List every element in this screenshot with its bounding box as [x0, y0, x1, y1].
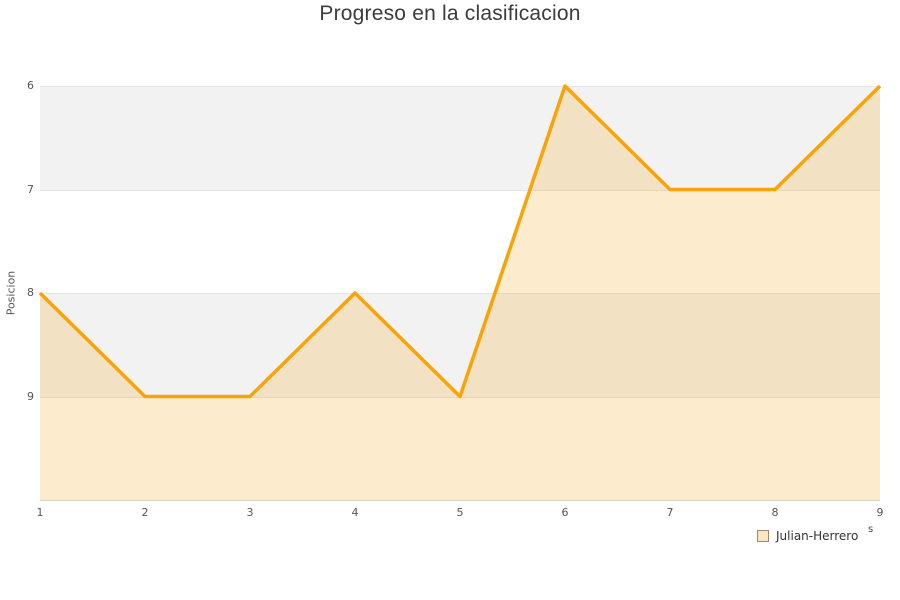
series-area-fill: [40, 86, 880, 500]
y-tick-label: 9: [27, 389, 34, 403]
x-tick-label: 9: [876, 506, 884, 519]
series-julian-herrero: [38, 84, 882, 500]
y-tick-label: 8: [27, 286, 34, 299]
y-tick-label: 6: [27, 79, 34, 92]
x-axis-line: [40, 500, 880, 501]
y-tick-label: 7: [27, 182, 34, 196]
x-tick-label: 4: [351, 506, 359, 519]
gridline: [40, 189, 880, 191]
legend-item-julian-herrero[interactable]: Julian-Herrero: [757, 529, 858, 543]
legend-label: Julian-Herrero: [776, 529, 859, 543]
x-tick-label: 8: [771, 506, 779, 519]
chart-title: Progreso en la clasificacion: [319, 2, 581, 25]
plot-area: [38, 84, 882, 501]
x-tick-label: 1: [36, 506, 44, 519]
x-tick-label: 3: [246, 506, 254, 519]
series-line: [38, 84, 882, 399]
plot-band: [40, 293, 880, 397]
axis-text-fragment: s: [868, 524, 874, 535]
plot-band: [40, 396, 880, 500]
gridline: [40, 293, 880, 294]
legend-swatch-icon: [757, 530, 769, 542]
x-tick-label: 5: [456, 506, 464, 519]
plot-band: [40, 189, 880, 293]
x-tick-label: 7: [666, 506, 674, 519]
gridline: [40, 86, 880, 87]
plot-band: [40, 86, 880, 190]
x-tick-label: 6: [561, 506, 569, 519]
x-tick-label: 2: [141, 506, 149, 519]
